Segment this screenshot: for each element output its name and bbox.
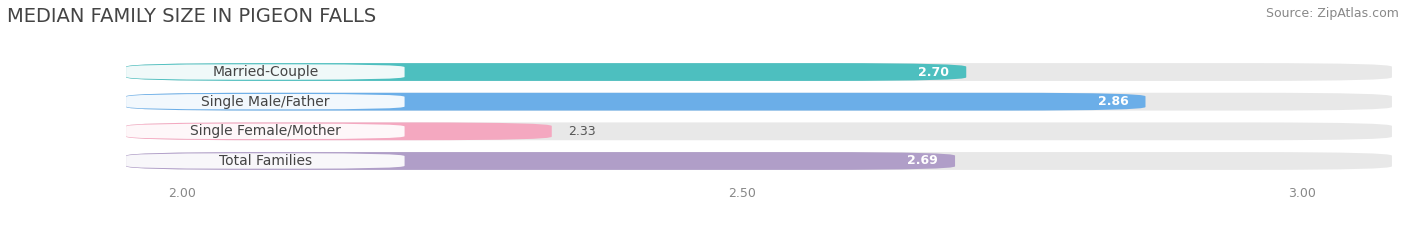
FancyBboxPatch shape <box>127 93 1392 111</box>
Text: 2.86: 2.86 <box>1098 95 1129 108</box>
FancyBboxPatch shape <box>127 153 405 169</box>
FancyBboxPatch shape <box>127 124 405 139</box>
FancyBboxPatch shape <box>127 122 551 140</box>
Text: Married-Couple: Married-Couple <box>212 65 318 79</box>
FancyBboxPatch shape <box>127 94 405 109</box>
FancyBboxPatch shape <box>127 93 1146 111</box>
Text: Single Female/Mother: Single Female/Mother <box>190 124 340 138</box>
Text: Source: ZipAtlas.com: Source: ZipAtlas.com <box>1265 7 1399 20</box>
FancyBboxPatch shape <box>127 152 955 170</box>
Text: Single Male/Father: Single Male/Father <box>201 95 329 109</box>
Text: Total Families: Total Families <box>219 154 312 168</box>
Text: 2.69: 2.69 <box>907 154 938 168</box>
FancyBboxPatch shape <box>127 63 1392 81</box>
Text: 2.70: 2.70 <box>918 65 949 79</box>
FancyBboxPatch shape <box>127 122 1392 140</box>
FancyBboxPatch shape <box>127 64 405 80</box>
FancyBboxPatch shape <box>127 63 966 81</box>
FancyBboxPatch shape <box>127 152 1392 170</box>
Text: 2.33: 2.33 <box>568 125 596 138</box>
Text: MEDIAN FAMILY SIZE IN PIGEON FALLS: MEDIAN FAMILY SIZE IN PIGEON FALLS <box>7 7 377 26</box>
